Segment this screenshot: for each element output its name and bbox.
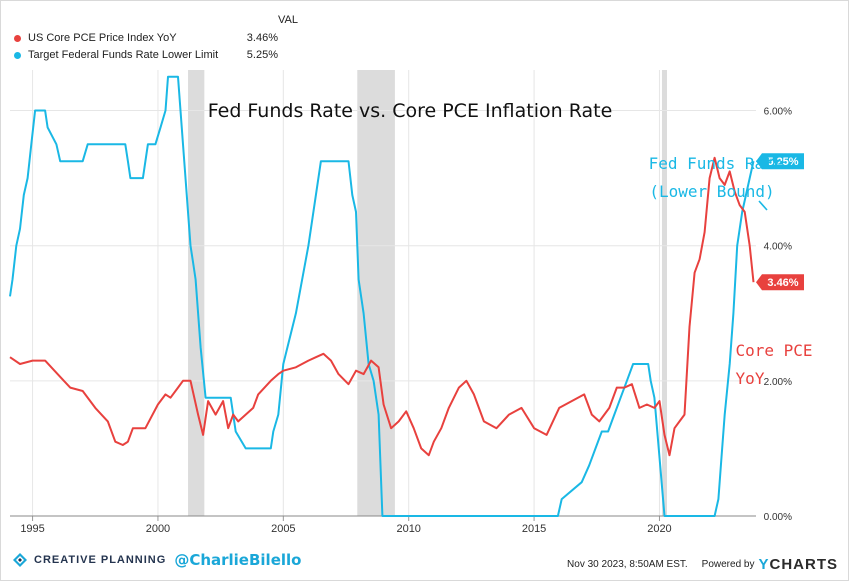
svg-text:3.46%: 3.46% xyxy=(767,277,798,289)
legend-label: Target Federal Funds Rate Lower Limit xyxy=(28,49,219,61)
footer-brand: CREATIVE PLANNING @CharlieBilello xyxy=(12,550,301,570)
x-tick-label: 1995 xyxy=(20,523,44,535)
recession-band-1 xyxy=(357,70,395,516)
legend-dot-icon xyxy=(14,35,21,42)
svg-text:5.25%: 5.25% xyxy=(767,156,798,168)
y-tick-label: 0.00% xyxy=(764,512,792,523)
footer-credits: Nov 30 2023, 8:50AM EST. Powered by YCHA… xyxy=(567,556,838,573)
legend-value: 5.25% xyxy=(246,49,278,61)
annotation-fed-funds: Fed Funds Rate xyxy=(649,154,784,173)
series-line-fed-funds xyxy=(9,75,755,517)
x-tick-label: 2005 xyxy=(271,523,295,535)
legend-header: VAL xyxy=(278,14,298,26)
series-line-core-pce xyxy=(9,156,755,457)
x-tick-label: 2020 xyxy=(647,523,671,535)
y-tick-label: 2.00% xyxy=(764,377,792,388)
legend-value: 3.46% xyxy=(246,32,278,44)
x-tick-label: 2010 xyxy=(396,523,420,535)
annotation-core-pce: Core PCE xyxy=(735,341,812,360)
y-tick-label: 4.00% xyxy=(764,242,792,253)
timestamp: Nov 30 2023, 8:50AM EST. xyxy=(567,559,688,570)
grid-lines xyxy=(10,70,756,517)
annotation-yoy: YoY xyxy=(736,369,765,388)
recession-band-2 xyxy=(661,70,667,516)
y-tick-label: 6.00% xyxy=(764,107,792,118)
ycharts-logo-y: Y xyxy=(758,556,770,573)
annotation-lower-bound: (Lower Bound) xyxy=(649,182,774,201)
end-labels: 3.46% 5.25% xyxy=(756,153,804,291)
end-label-core-pce: 3.46% xyxy=(756,274,804,291)
ycharts-logo-rest: CHARTS xyxy=(769,556,838,573)
annotation-pointer xyxy=(758,200,768,211)
end-label-fed-funds: 5.25% xyxy=(756,153,804,170)
recession-bands xyxy=(188,70,667,516)
powered-by-label: Powered by xyxy=(701,559,755,570)
chart-title: Fed Funds Rate vs. Core PCE Inflation Ra… xyxy=(208,100,613,122)
creative-planning-logo-icon xyxy=(13,553,27,567)
legend-dot-icon xyxy=(14,52,21,59)
brand-name: CREATIVE PLANNING xyxy=(34,554,167,566)
x-tick-label: 2015 xyxy=(522,523,546,535)
legend-label: US Core PCE Price Index YoY xyxy=(28,32,177,44)
x-tick-label: 2000 xyxy=(146,523,170,535)
ycharts-logo[interactable]: YCHARTS xyxy=(758,556,838,573)
twitter-handle[interactable]: @CharlieBilello xyxy=(174,551,302,569)
series-lines xyxy=(9,75,755,517)
